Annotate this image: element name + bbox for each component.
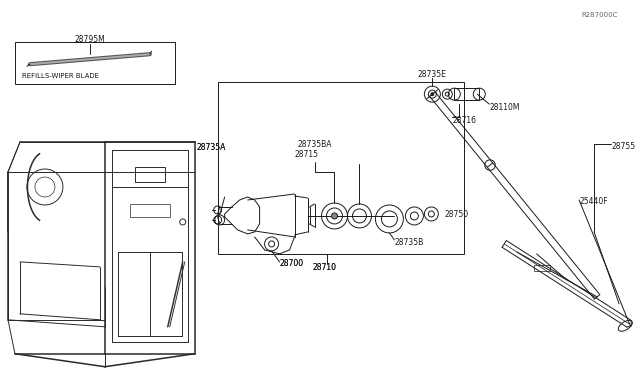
Text: 28735A: 28735A — [196, 142, 226, 151]
Text: 28750: 28750 — [444, 211, 468, 219]
Text: 28735A: 28735A — [196, 142, 226, 151]
Text: 28735BA: 28735BA — [297, 140, 332, 148]
Text: REFILLS-WIPER BLADE: REFILLS-WIPER BLADE — [22, 73, 99, 79]
Bar — [15, 42, 175, 84]
Bar — [130, 204, 170, 217]
Text: 28110M: 28110M — [489, 103, 520, 112]
Text: 25440F: 25440F — [579, 198, 608, 206]
Text: 28700: 28700 — [280, 259, 304, 268]
Text: 28755: 28755 — [611, 142, 636, 151]
Text: 28735E: 28735E — [418, 70, 447, 78]
Bar — [534, 265, 550, 271]
Text: 28700: 28700 — [280, 259, 304, 268]
Text: 28716: 28716 — [452, 116, 476, 125]
Circle shape — [332, 213, 337, 219]
Bar — [454, 88, 479, 100]
Circle shape — [431, 93, 434, 96]
Bar — [135, 167, 164, 182]
Text: R287000C: R287000C — [581, 12, 618, 18]
Text: 28710: 28710 — [312, 263, 337, 272]
Text: 28710: 28710 — [312, 263, 337, 272]
Bar — [218, 82, 464, 254]
Text: 28715: 28715 — [294, 150, 319, 158]
Text: 28735B: 28735B — [394, 238, 424, 247]
Text: 28795M: 28795M — [74, 35, 105, 44]
